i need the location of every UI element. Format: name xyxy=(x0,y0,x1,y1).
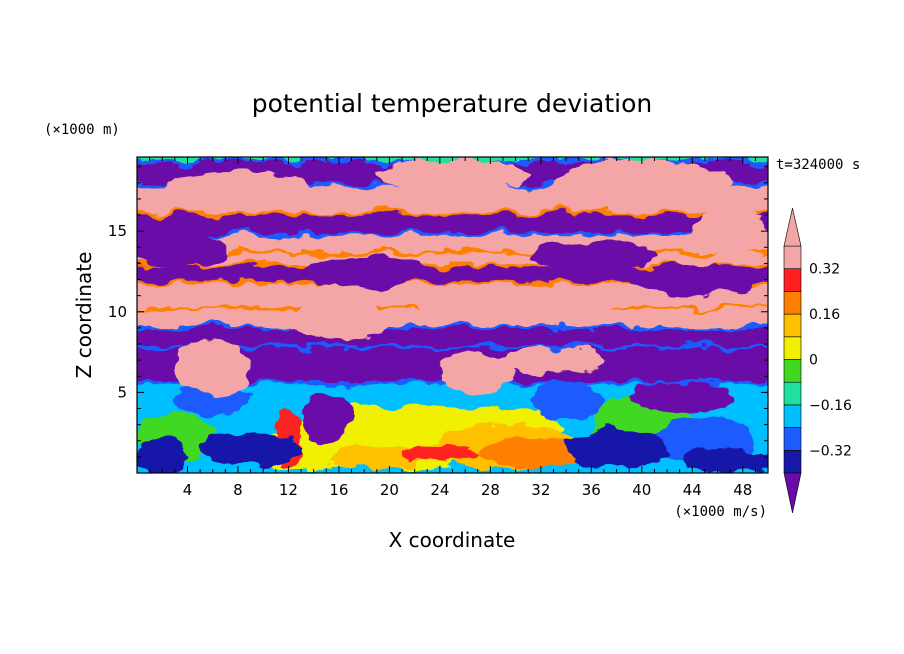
x-tick-label: 28 xyxy=(481,481,500,499)
y-axis-ticks: 5 10 15 xyxy=(108,166,768,458)
colorbar-tick-label: −0.32 xyxy=(809,443,852,459)
colorbar-segment xyxy=(783,381,802,406)
y-tick-label: 10 xyxy=(108,303,127,321)
x-axis-ticks: 4 8 12 16 20 24 28 32 36 40 44 48 xyxy=(149,157,756,499)
field-cell xyxy=(301,392,352,441)
field-cell xyxy=(553,160,731,212)
colorbar-segment xyxy=(783,291,802,315)
x-tick-label: 40 xyxy=(632,481,651,499)
colorbar-segment xyxy=(783,427,802,451)
field-band xyxy=(137,329,768,346)
field-cell xyxy=(629,263,756,296)
y-unit-label: (×1000 m) xyxy=(44,122,120,138)
x-tick-label: 48 xyxy=(733,481,752,499)
field-cell xyxy=(502,347,604,374)
colorbar-tick-label: 0.32 xyxy=(809,262,840,278)
field-cell xyxy=(376,158,529,191)
x-tick-label: 32 xyxy=(531,481,550,499)
x-tick-label: 4 xyxy=(183,481,193,499)
y-tick-label: 5 xyxy=(117,383,127,401)
field-cell xyxy=(288,300,390,340)
field-cell xyxy=(162,169,314,212)
field-cell xyxy=(439,353,516,393)
colorbar-extend-max xyxy=(783,207,802,247)
field-cell xyxy=(679,448,768,472)
field-cell xyxy=(137,227,226,267)
field-cell xyxy=(477,439,579,469)
colorbar-segment xyxy=(783,245,802,270)
chart-title: potential temperature deviation xyxy=(252,89,652,118)
field-cell xyxy=(528,381,604,420)
field-cell xyxy=(629,379,731,412)
field-cell xyxy=(301,255,428,288)
colorbar-tick-label: 0.16 xyxy=(809,307,840,323)
y-axis-label: Z coordinate xyxy=(72,252,96,379)
x-tick-label: 16 xyxy=(329,481,348,499)
field-cell xyxy=(566,429,668,469)
y-tick-label: 15 xyxy=(108,222,127,240)
field-cell xyxy=(528,240,655,270)
colorbar-tick-label: 0 xyxy=(809,353,818,369)
contour-field xyxy=(137,157,768,473)
x-axis-label: X coordinate xyxy=(389,528,516,552)
colorbar-segment xyxy=(783,268,802,292)
field-cell xyxy=(402,443,478,464)
field-cell xyxy=(414,284,617,324)
x-unit-label: (×1000 m/s) xyxy=(674,504,767,520)
x-tick-label: 24 xyxy=(430,481,449,499)
x-tick-label: 8 xyxy=(233,481,243,499)
colorbar-segment xyxy=(783,359,802,383)
field-cell xyxy=(692,206,768,256)
x-tick-label: 44 xyxy=(683,481,702,499)
colorbar-tick-label: −0.16 xyxy=(809,398,852,414)
field-band xyxy=(137,253,768,264)
colorbar: 0.32 0.16 0 −0.16 −0.32 xyxy=(783,207,852,514)
field-cell xyxy=(326,443,428,470)
colorbar-extend-min xyxy=(783,472,802,514)
colorbar-segment xyxy=(783,404,802,428)
field-cell xyxy=(200,432,302,465)
field-band xyxy=(137,210,768,233)
colorbar-segment xyxy=(783,313,802,338)
field-cell xyxy=(137,437,188,473)
time-label: t=324000 s xyxy=(776,157,860,173)
x-tick-label: 12 xyxy=(279,481,298,499)
x-tick-label: 20 xyxy=(380,481,399,499)
colorbar-segment xyxy=(783,336,802,360)
x-tick-label: 36 xyxy=(582,481,601,499)
field-cell xyxy=(174,339,251,398)
colorbar-segment xyxy=(783,449,802,474)
